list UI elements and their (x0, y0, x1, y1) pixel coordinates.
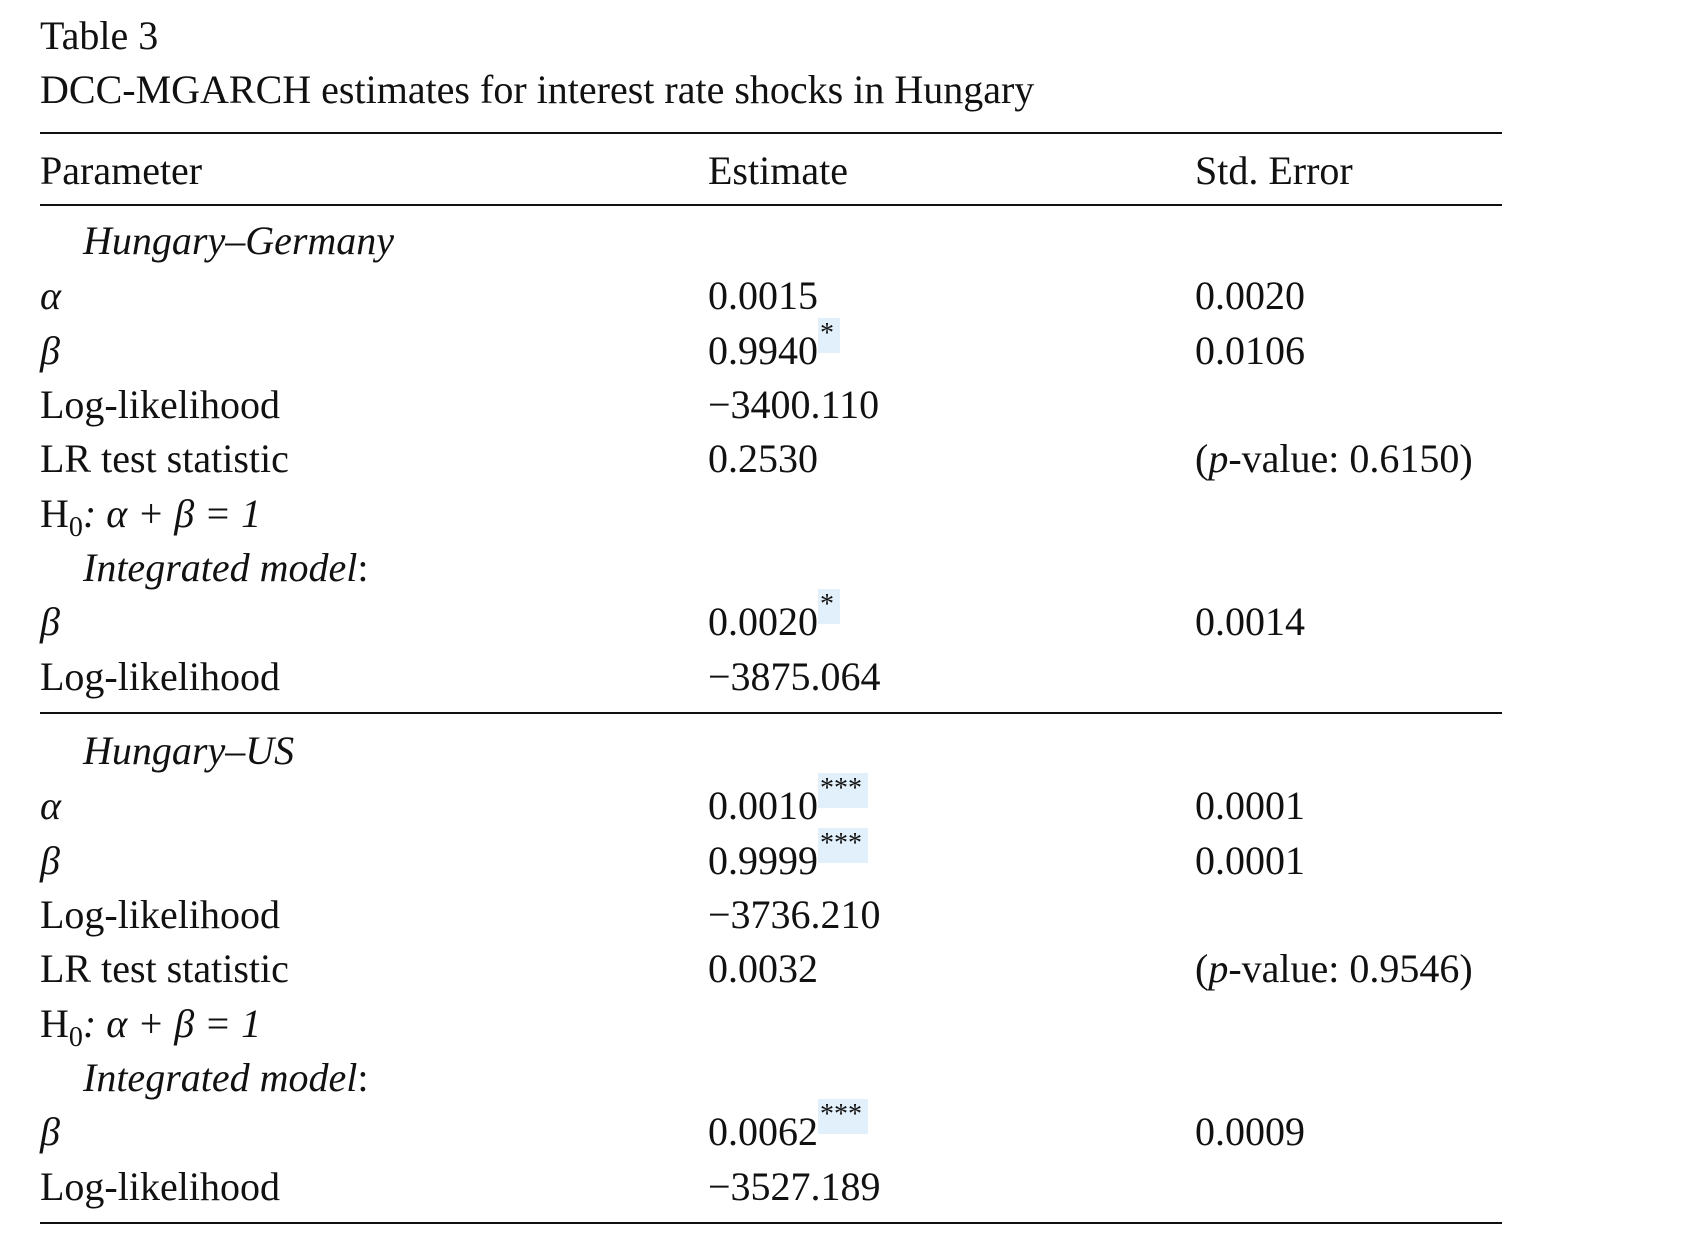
bottom-rule (40, 1222, 1502, 1224)
significance-stars: * (818, 589, 840, 624)
estimate-cell: −3736.210 (708, 892, 881, 937)
param-loglik: Log-likelihood (40, 654, 280, 699)
param-alpha: α (40, 273, 61, 318)
top-rule (40, 132, 1502, 134)
table-row: Log-likelihood −3400.110 (0, 378, 1682, 432)
section-heading-row: Hungary–Germany (0, 214, 1682, 268)
param-beta: β (40, 599, 60, 644)
stderr-cell: 0.0001 (1195, 783, 1305, 828)
table-header-row: Parameter Estimate Std. Error (0, 144, 1682, 198)
estimate-cell: 0.0062*** (708, 1099, 868, 1159)
param-loglik: Log-likelihood (40, 382, 280, 427)
table-row: Log-likelihood −3875.064 (0, 650, 1682, 704)
significance-stars: *** (818, 828, 868, 863)
table-row: LR test statistic 0.0032 (p-value: 0.954… (0, 942, 1682, 996)
estimate-cell: 0.0010*** (708, 773, 868, 833)
table-row: β 0.0062*** 0.0009 (0, 1099, 1682, 1159)
estimate-cell: 0.0032 (708, 946, 818, 991)
header-estimate: Estimate (708, 148, 848, 193)
table-row: LR test statistic 0.2530 (p-value: 0.615… (0, 432, 1682, 486)
estimate-cell: 0.9940* (708, 318, 840, 378)
estimate-cell: −3400.110 (708, 382, 880, 427)
table-row: H0: α + β = 1 (0, 487, 1682, 543)
estimate-cell: −3875.064 (708, 654, 881, 699)
table-row: β 0.9940* 0.0106 (0, 318, 1682, 378)
estimate-cell: 0.2530 (708, 436, 818, 481)
param-lr: LR test statistic (40, 436, 289, 481)
significance-stars: * (818, 318, 840, 353)
subsection-heading-row: Integrated model: (0, 1051, 1682, 1105)
table-title: DCC-MGARCH estimates for interest rate s… (40, 67, 1035, 112)
table-row: β 0.0020* 0.0014 (0, 589, 1682, 649)
param-alpha: α (40, 783, 61, 828)
header-rule (40, 204, 1502, 206)
table-label: Table 3 (40, 13, 159, 58)
null-hypothesis: H0: α + β = 1 (40, 491, 262, 543)
stderr-cell: 0.0001 (1195, 838, 1305, 883)
param-beta: β (40, 328, 60, 373)
significance-stars: *** (818, 773, 868, 808)
param-loglik: Log-likelihood (40, 1164, 280, 1209)
header-stderr: Std. Error (1195, 148, 1353, 193)
section-heading: Hungary–US (83, 728, 295, 773)
pvalue-cell: (p-value: 0.9546) (1195, 946, 1473, 991)
significance-stars: *** (818, 1099, 868, 1134)
stderr-cell: 0.0009 (1195, 1109, 1305, 1154)
subsection-heading-row: Integrated model: (0, 541, 1682, 595)
stderr-cell: 0.0106 (1195, 328, 1305, 373)
header-parameter: Parameter (40, 148, 203, 193)
stderr-cell: 0.0020 (1195, 273, 1305, 318)
subsection-heading: Integrated model: (83, 545, 369, 590)
table-row: H0: α + β = 1 (0, 997, 1682, 1053)
null-hypothesis: H0: α + β = 1 (40, 1001, 262, 1053)
estimate-cell: 0.0020* (708, 589, 840, 649)
estimate-cell: −3527.189 (708, 1164, 881, 1209)
param-beta: β (40, 838, 60, 883)
section-heading-row: Hungary–US (0, 724, 1682, 778)
param-lr: LR test statistic (40, 946, 289, 991)
estimate-cell: 0.9999*** (708, 828, 868, 888)
param-beta: β (40, 1109, 60, 1154)
subsection-heading: Integrated model: (83, 1055, 369, 1100)
section-rule (40, 712, 1502, 714)
table-row: β 0.9999*** 0.0001 (0, 828, 1682, 888)
pvalue-cell: (p-value: 0.6150) (1195, 436, 1473, 481)
table-row: Log-likelihood −3527.189 (0, 1160, 1682, 1214)
table-row: α 0.0015 0.0020 (0, 269, 1682, 323)
estimate-cell: 0.0015 (708, 273, 818, 318)
table-row: α 0.0010*** 0.0001 (0, 773, 1682, 833)
param-loglik: Log-likelihood (40, 892, 280, 937)
table-row: Log-likelihood −3736.210 (0, 888, 1682, 942)
stderr-cell: 0.0014 (1195, 599, 1305, 644)
section-heading: Hungary–Germany (83, 218, 395, 263)
